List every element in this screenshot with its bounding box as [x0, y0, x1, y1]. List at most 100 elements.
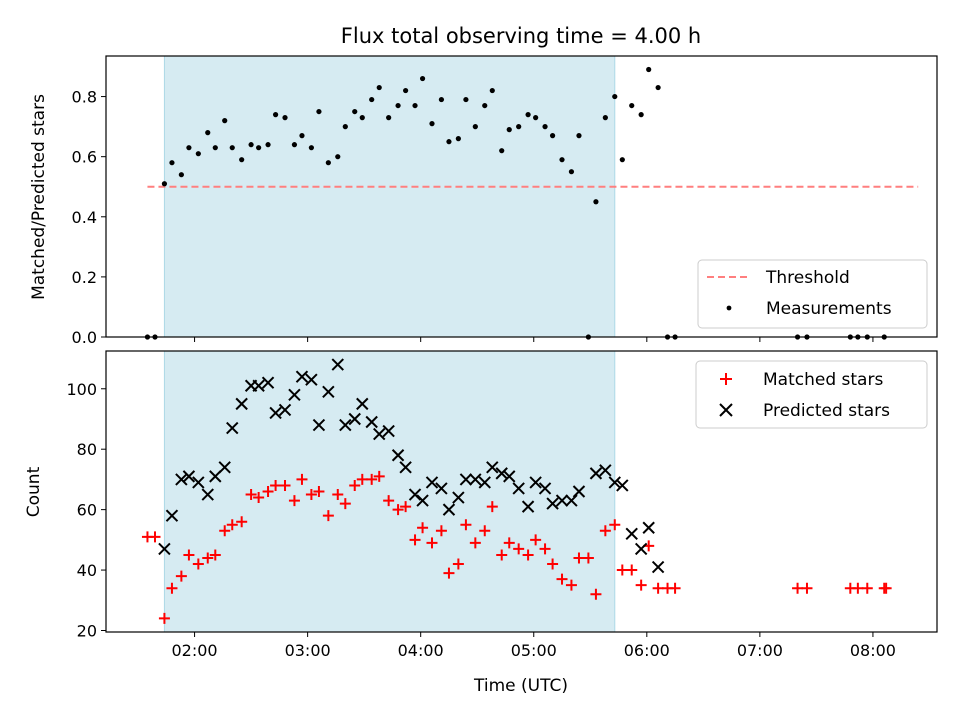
predicted-point [373, 427, 386, 441]
matched-point [852, 582, 864, 594]
ratio-plot-frame [105, 55, 938, 338]
predicted-point [625, 527, 638, 541]
measurement-point [205, 130, 211, 136]
predicted-point [459, 473, 473, 486]
matched-point [582, 552, 594, 564]
predicted-point [442, 503, 456, 516]
count-plot-frame [105, 350, 938, 633]
predicted-point [252, 379, 265, 392]
predicted-point [356, 397, 369, 411]
matched-point [183, 549, 195, 561]
measurement-point [619, 157, 625, 163]
matched-point [443, 567, 455, 579]
x-tick-label: 06:00 [624, 641, 670, 660]
measurement-point [291, 142, 298, 148]
matched-point [469, 537, 481, 549]
matched-point [590, 588, 602, 600]
predicted-point [295, 370, 309, 383]
x-tick-label: 03:00 [285, 641, 331, 660]
predicted-point [521, 500, 535, 513]
matched-point [322, 510, 334, 522]
measurement-point [229, 145, 235, 151]
x-axis-label: Time (UTC) [473, 676, 568, 696]
predicted-point [209, 470, 222, 483]
count-y-axis-label: Count [24, 466, 44, 517]
measurement-point [506, 127, 512, 133]
matched-point [166, 582, 178, 594]
predicted-point [572, 485, 586, 498]
matched-point [460, 519, 472, 531]
legend-matched-label: Matched stars [763, 370, 883, 390]
legend-measurements-label: Measurements [766, 299, 892, 319]
matched-point [616, 564, 628, 576]
predicted-point [201, 488, 214, 501]
measurement-point [325, 160, 331, 166]
matched-point [609, 519, 621, 531]
count-panel: 20 40 60 80 100 02:00 03:00 04:00 05:00 06:00 07:… [24, 350, 938, 696]
matched-point [792, 582, 804, 594]
predicted-point [486, 461, 499, 474]
matched-point [530, 534, 542, 546]
y-tick-label: 0.2 [72, 268, 97, 287]
y-tick-label: 0.0 [72, 328, 97, 347]
measurement-point [499, 148, 505, 154]
matched-point [158, 612, 170, 624]
legend-predicted-swatch [719, 403, 733, 417]
matched-point [565, 579, 577, 591]
matched-point [383, 495, 395, 507]
predicted-point [175, 473, 188, 486]
measurement-point [463, 96, 469, 103]
predicted-point [452, 491, 465, 504]
matched-point [417, 522, 429, 534]
y-tick-label: 0.4 [72, 208, 97, 227]
matched-point [522, 549, 534, 561]
measurement-point [308, 145, 314, 151]
predicted-point [608, 476, 621, 489]
ratio-y-axis-label: Matched/Predicted stars [29, 94, 49, 300]
predicted-point [269, 406, 282, 420]
predicted-point [634, 542, 648, 556]
predicted-point [546, 497, 559, 510]
matched-point [599, 525, 611, 537]
matched-point [496, 549, 508, 561]
matched-point [452, 558, 464, 570]
predicted-point [512, 482, 525, 495]
predicted-point [529, 476, 542, 489]
legend-threshold-label: Threshold [765, 268, 850, 288]
matched-point [332, 489, 344, 501]
measurement-point [369, 96, 375, 103]
observing-window-span [163, 55, 616, 338]
matched-point [503, 537, 515, 549]
predicted-point [165, 509, 179, 522]
predicted-point [538, 482, 552, 495]
matched-point [861, 582, 873, 594]
measurement-point [593, 199, 599, 205]
ratio-y-axis: 0.0 0.2 0.4 0.6 0.8 [72, 88, 874, 347]
matched-point [400, 501, 412, 513]
count-y-axis: 20 40 60 80 100 [66, 380, 106, 640]
ratio-panel: 0.00.20.40.60.8 Matched/Predicted stars … [29, 55, 938, 347]
matched-point [486, 501, 498, 513]
measurement-point [256, 145, 262, 151]
measurement-point [638, 112, 644, 118]
measurement-point [359, 115, 365, 121]
matched-point [219, 525, 231, 537]
measurement-point [612, 93, 618, 100]
ratio-legend-box [697, 259, 928, 329]
y-tick-label: 60 [77, 501, 97, 520]
matched-point [652, 582, 664, 594]
predicted-point [425, 476, 439, 489]
matched-point [349, 479, 361, 491]
predicted-point [158, 542, 171, 556]
predicted-point [478, 476, 491, 489]
measurement-point [239, 157, 245, 163]
measurement-point [655, 84, 661, 91]
measurement-point [395, 102, 401, 109]
predicted-point [182, 470, 196, 483]
measurement-point [335, 154, 341, 160]
predicted-point [616, 479, 629, 492]
matched-point [296, 473, 308, 485]
count-legend-box [695, 360, 928, 429]
predicted-point [331, 358, 344, 371]
matched-point [226, 519, 238, 531]
